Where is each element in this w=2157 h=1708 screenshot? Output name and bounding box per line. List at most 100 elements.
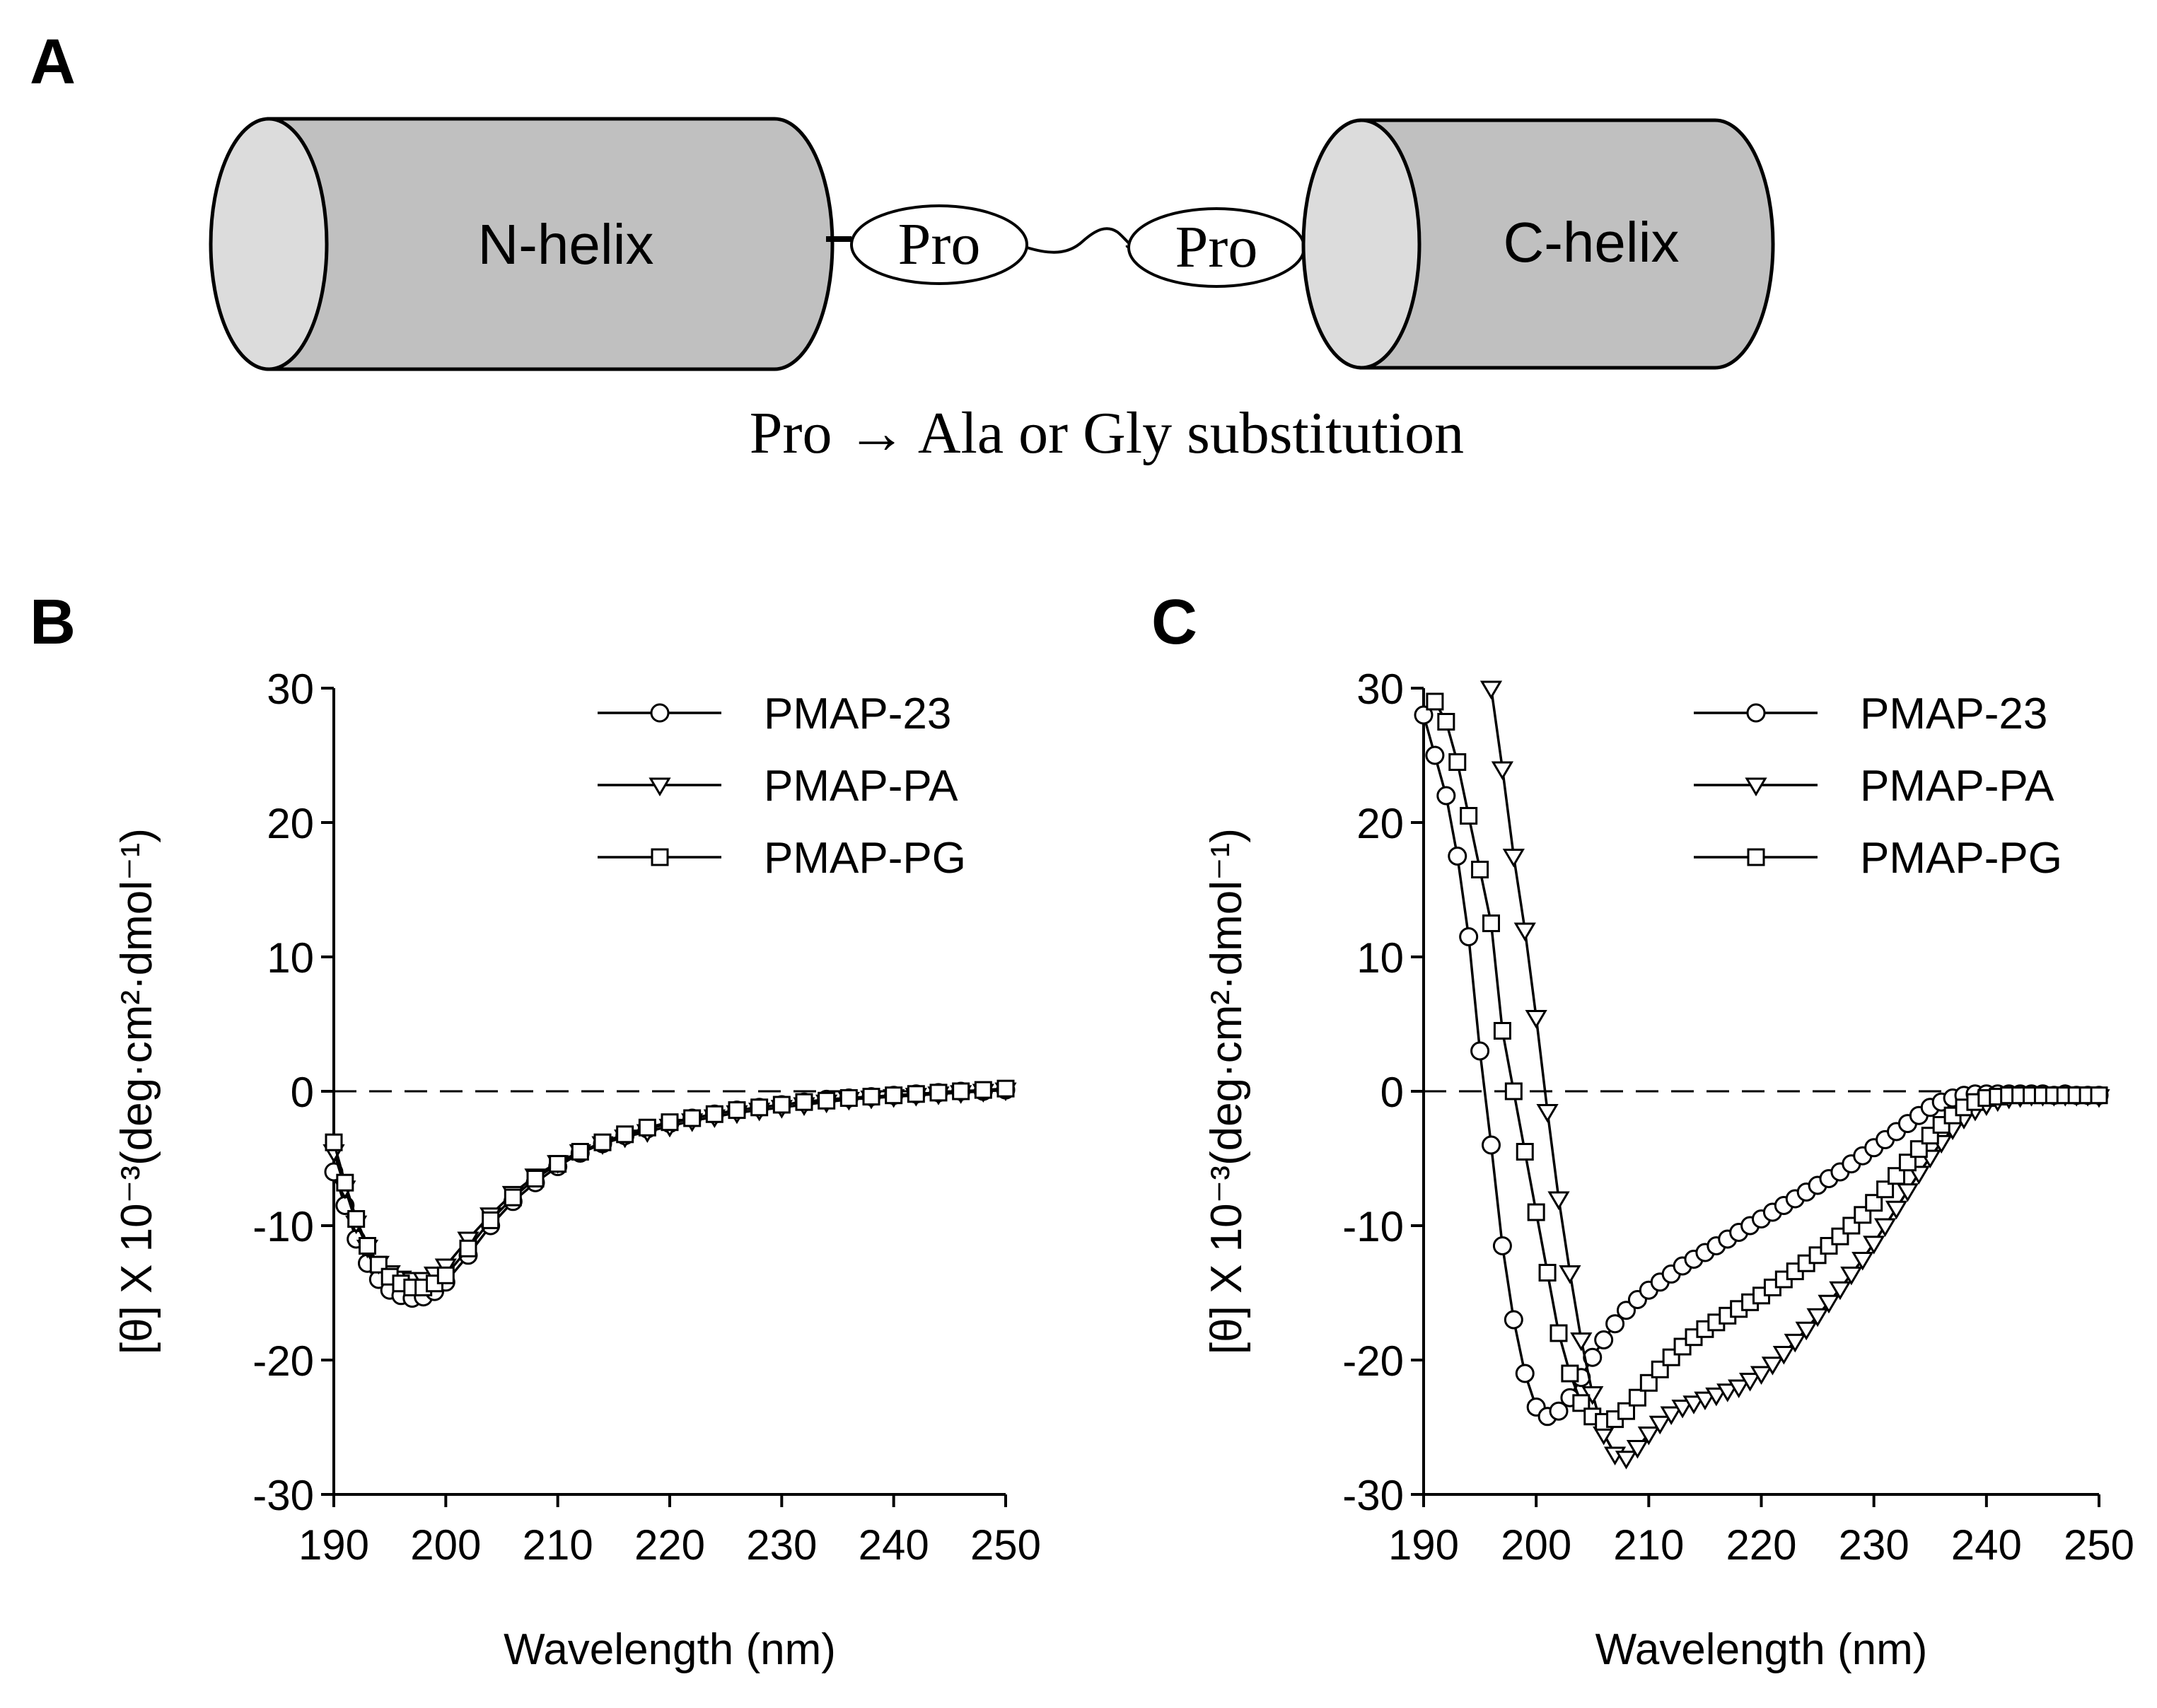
data-point [1885,1200,1908,1220]
data-point [1525,1010,1547,1029]
data-point [1806,1308,1829,1328]
data-point [862,1088,880,1106]
data-point [1876,1180,1895,1199]
pro-1-oval [850,204,1028,285]
data-point [1840,1266,1863,1286]
data-point [638,1118,656,1137]
data-point [885,1086,903,1105]
legend-marker [1746,703,1766,723]
data-point [728,1101,746,1120]
data-point [1605,1314,1625,1334]
y-tick-label: -20 [1342,1337,1404,1385]
data-point [1460,807,1478,825]
series-line [1422,714,2099,1418]
c-helix-cap [1301,118,1421,370]
legend-marker [649,777,671,796]
x-tick-label: 210 [1613,1521,1684,1569]
x-axis-title: Wavelength (nm) [1595,1625,1928,1674]
legend-entry: PMAP-PA [598,762,958,811]
data-point [1504,1310,1523,1330]
data-point [1851,1252,1874,1271]
data-point [1437,713,1455,731]
data-point [1559,1265,1581,1284]
data-point [1784,1333,1806,1353]
data-point [1896,1183,1919,1202]
data-point [616,1125,634,1144]
pro-2-label: Pro [1175,214,1258,280]
n-helix-cylinder: N-helix [209,117,835,371]
pro-1-label: Pro [898,211,981,277]
y-tick-label: 30 [1356,666,1404,713]
data-point [1898,1154,1917,1172]
data-point [1626,1440,1649,1459]
y-tick-label: -30 [252,1472,314,1519]
data-point [1448,753,1467,771]
data-point [1448,847,1467,866]
data-point [1649,1415,1671,1435]
data-point [526,1170,545,1187]
y-tick-label: 10 [1356,934,1404,982]
n-helix-label: N-helix [478,213,654,276]
data-point [1829,1281,1851,1301]
data-point [772,1096,791,1114]
data-point [1471,861,1489,878]
data-point [1425,745,1445,765]
legend-label: PMAP-23 [764,690,951,738]
data-point [359,1237,376,1255]
data-point [1865,1194,1883,1212]
data-point [1515,1364,1535,1383]
data-point [1873,1218,1897,1237]
legend-entry: PMAP-PG [1694,834,2062,883]
legend-label: PMAP-PA [1860,762,2054,811]
data-point [683,1109,702,1127]
data-point [1818,1294,1840,1314]
data-point [705,1105,723,1123]
data-point [1682,1395,1705,1414]
data-point [1628,1388,1646,1407]
data-point [750,1098,769,1117]
data-point [1527,1203,1545,1221]
y-tick-label: 0 [291,1069,314,1116]
legend-marker [1747,848,1765,866]
y-tick-label: -10 [1342,1203,1404,1250]
data-point [1459,927,1479,946]
y-axis-title: [θ] X 10⁻³(deg·cm²·dmol⁻¹) [1202,828,1251,1354]
x-tick-label: 240 [1951,1521,2022,1569]
legend-entry: PMAP-PG [598,834,966,883]
data-point [907,1085,925,1103]
data-point [1772,1346,1795,1365]
data-point [1888,1167,1905,1185]
legend-label: PMAP-PG [764,834,966,883]
data-point [1705,1387,1728,1407]
data-point [1493,1022,1511,1040]
data-point [1795,1321,1818,1341]
data-point [1750,1366,1773,1385]
legend-marker [650,703,670,723]
x-tick-label: 210 [523,1521,593,1569]
x-tick-label: 190 [298,1521,369,1569]
x-tick-label: 220 [634,1521,705,1569]
legend-label: PMAP-PA [764,762,958,811]
data-point [1738,1373,1762,1392]
y-axis-title: [θ] X 10⁻³(deg·cm²·dmol⁻¹) [112,828,161,1354]
legend-marker [651,848,669,866]
data-point [504,1188,522,1207]
panel-b-letter: B [30,587,76,658]
data-point [1617,1301,1636,1320]
data-point [336,1173,354,1192]
data-point [1492,1236,1512,1255]
data-point [1513,922,1536,941]
legend-label: PMAP-23 [1860,690,2047,738]
x-tick-label: 200 [1501,1521,1571,1569]
data-point [1716,1383,1739,1402]
data-point [929,1084,948,1102]
data-point [1549,1401,1569,1421]
n-helix-body [267,117,835,371]
legend-entry: PMAP-23 [598,690,951,738]
y-tick-label: -30 [1342,1472,1404,1519]
